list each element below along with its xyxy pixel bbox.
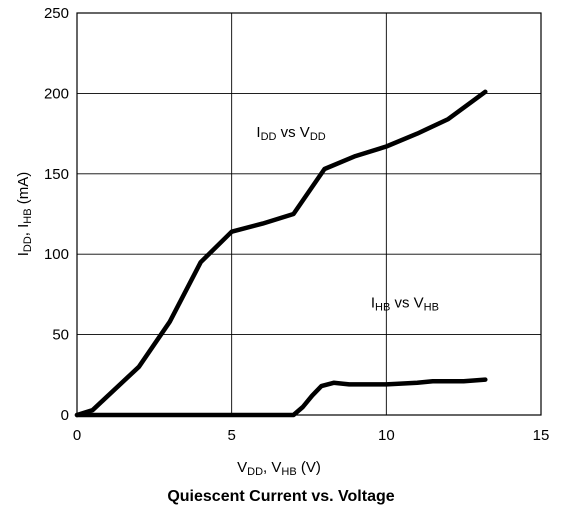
x-tick-label: 15: [533, 427, 550, 444]
y-tick-label: 150: [44, 166, 69, 183]
y-tick-label: 250: [44, 5, 69, 22]
x-tick-label: 5: [227, 427, 235, 444]
x-tick-labels: 0 5 10 15: [73, 427, 550, 444]
series-lines: [74, 89, 488, 418]
series-label-2: IHB vs VHB: [371, 294, 439, 313]
y-tick-label: 50: [52, 327, 69, 344]
chart-title: Quiescent Current vs. Voltage: [167, 488, 394, 505]
y-tick-labels: 0 50 100 150 200 250: [44, 5, 69, 424]
series-line-2: [74, 377, 488, 418]
x-axis-label: VDD, VHB (V): [237, 459, 321, 478]
plot-frame: [76, 12, 542, 416]
x-tick-label: 10: [378, 427, 395, 444]
x-tick-label: 0: [73, 427, 81, 444]
series-line-1: [74, 89, 488, 418]
y-tick-label: 0: [61, 407, 69, 424]
y-tick-label: 100: [44, 246, 69, 263]
series-labels: IDD vs VDD IHB vs VHB: [256, 124, 439, 313]
grid-lines: [77, 13, 541, 415]
y-tick-label: 200: [44, 85, 69, 102]
series-label-1: IDD vs VDD: [256, 124, 325, 143]
y-axis-label: IDD, IHB (mA): [15, 172, 34, 257]
